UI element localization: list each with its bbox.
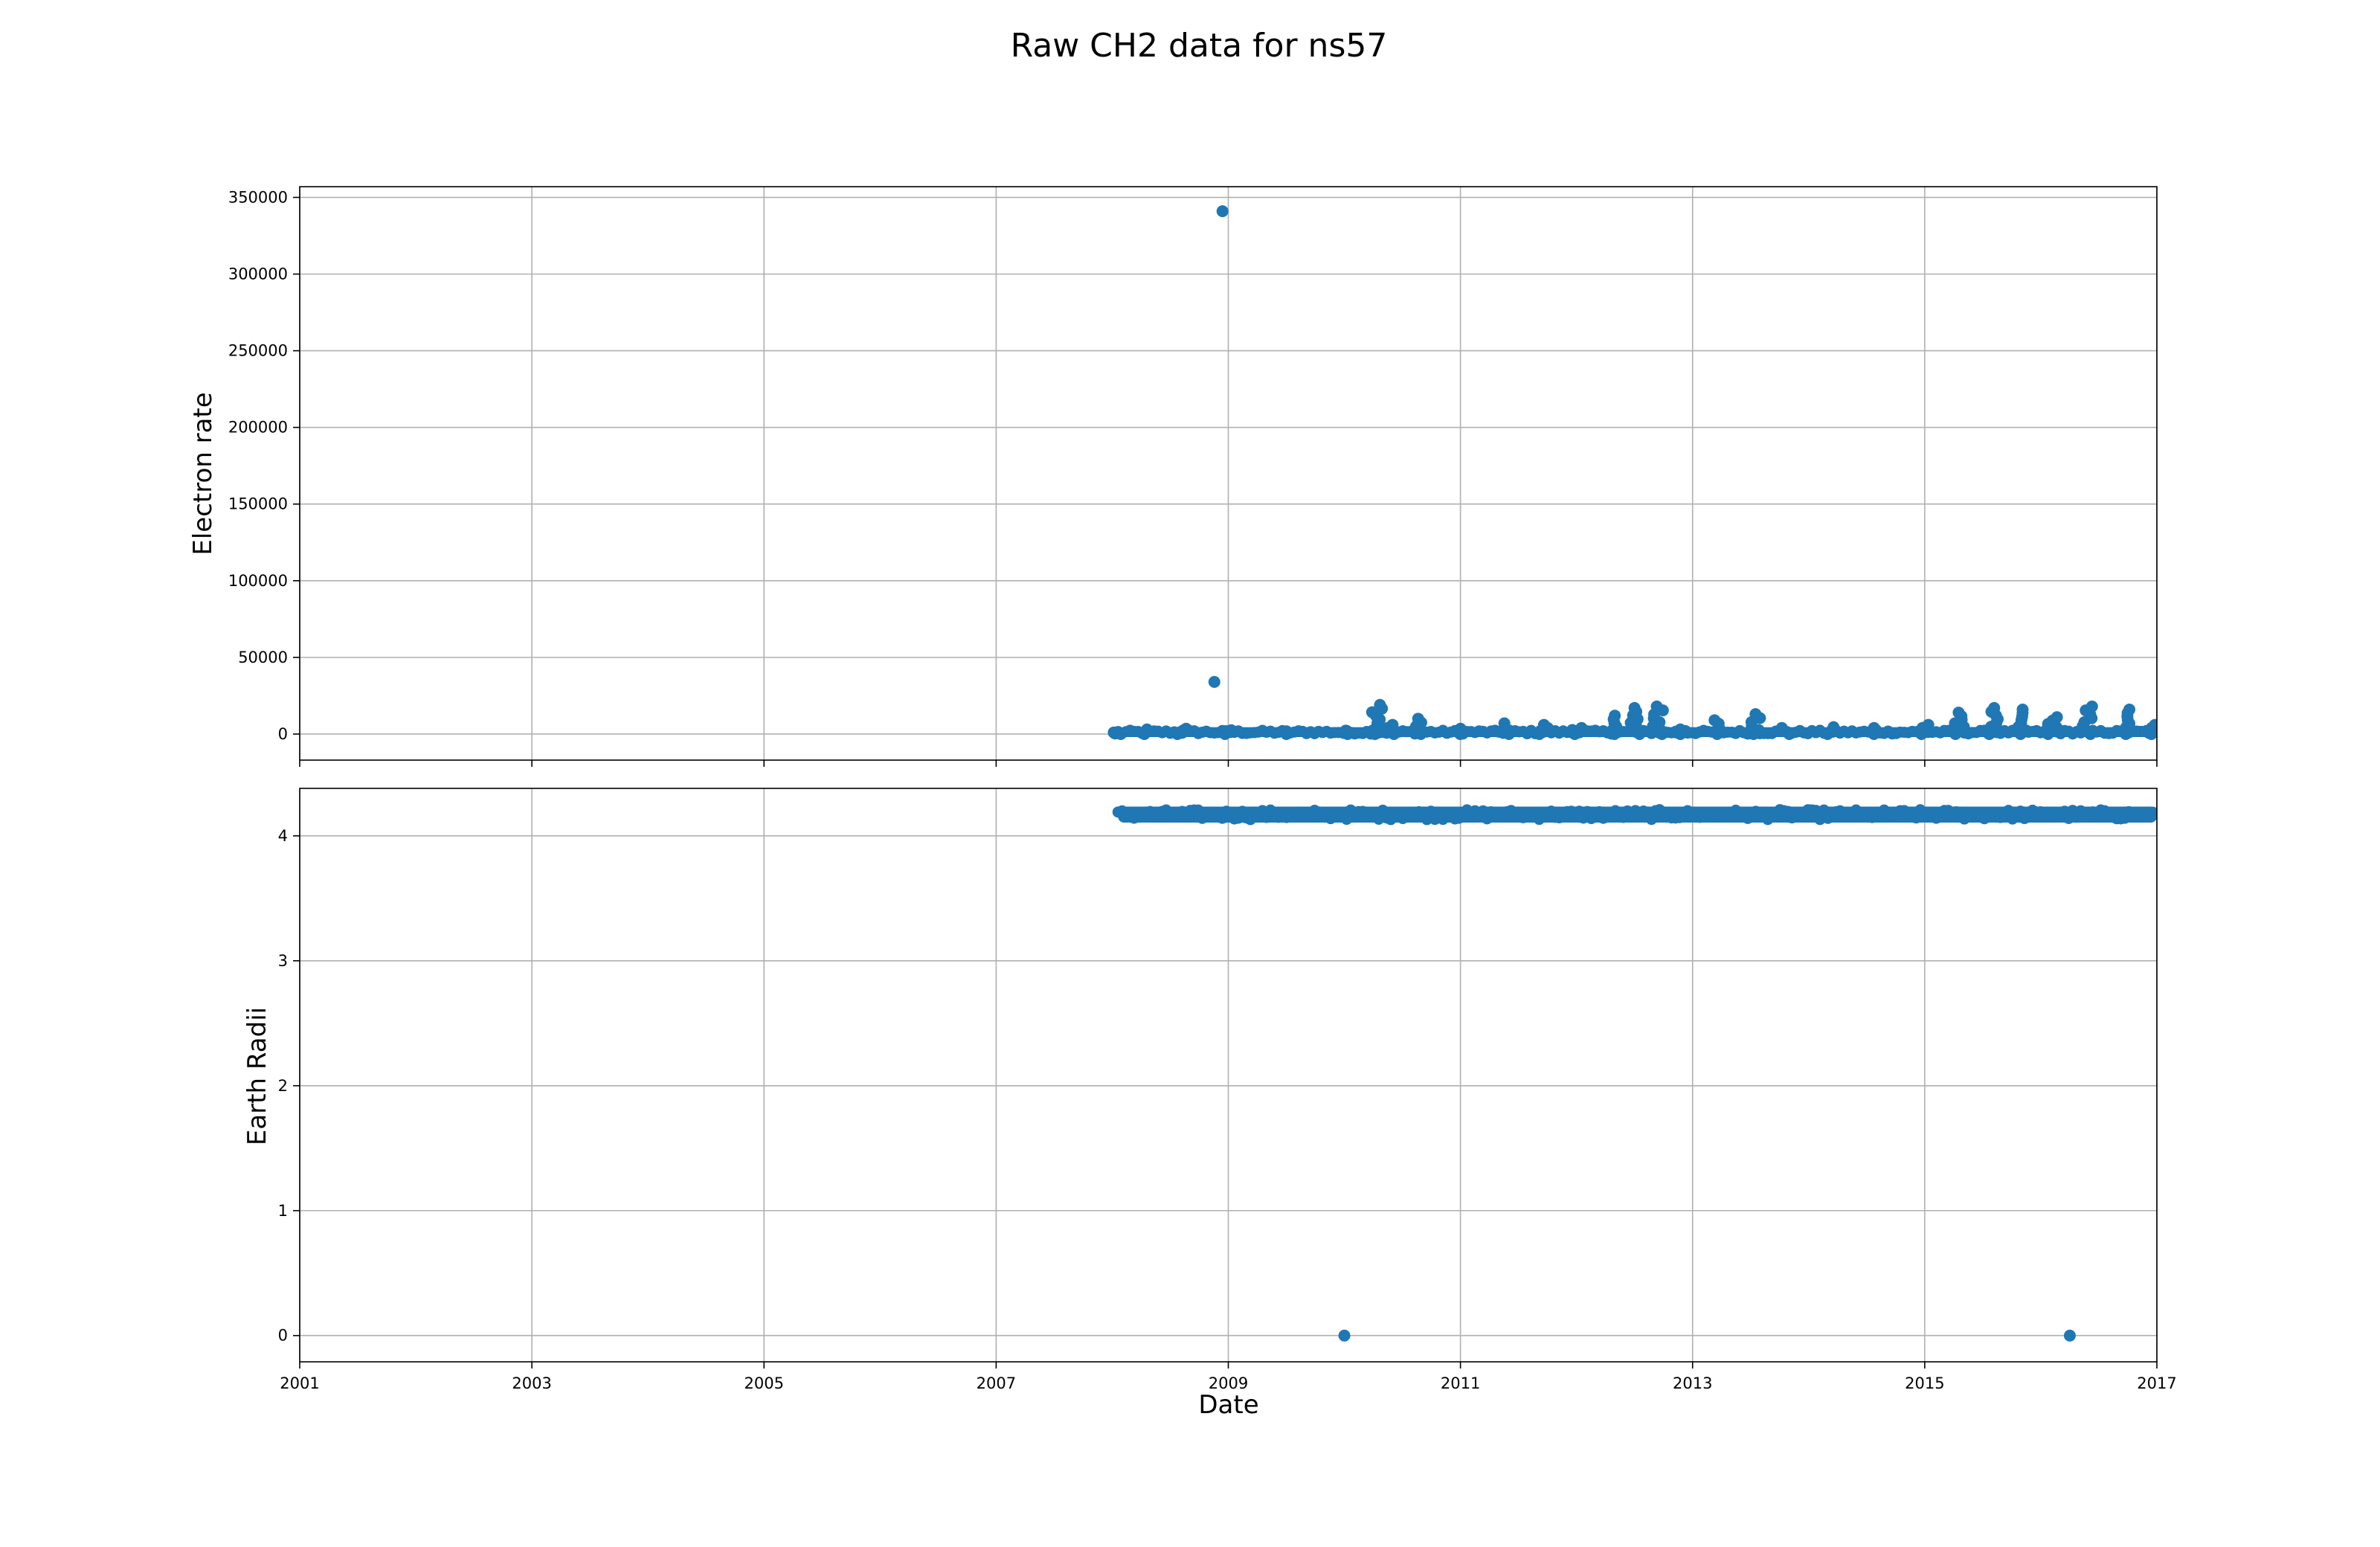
electron-rate-point bbox=[1216, 205, 1229, 217]
electron-rate-panel: Electron rate 0 50000 100000 150000 200000 25… bbox=[188, 186, 2158, 767]
earth-radii-x-tick-label: 2017 bbox=[2137, 1374, 2176, 1392]
y-axis-label-earth-radii: Earth Radii bbox=[242, 1007, 272, 1145]
electron-rate-point bbox=[1339, 724, 1352, 737]
earth-radii-x-tick-label: 2001 bbox=[280, 1374, 319, 1392]
earth-radii-band-point bbox=[1341, 814, 1353, 826]
earth-radii-x-tick-label: 2013 bbox=[1673, 1374, 1712, 1392]
earth-radii-band-point bbox=[1645, 814, 1657, 826]
y-axis-label-electron-rate: Electron rate bbox=[188, 392, 218, 555]
electron-rate-point bbox=[1650, 700, 1663, 713]
electron-rate-point bbox=[1180, 722, 1192, 735]
earth-radii-x-tick-label: 2015 bbox=[1905, 1374, 1944, 1392]
electron-rate-y-tick-label: 250000 bbox=[228, 342, 288, 360]
earth-radii-point bbox=[1338, 1329, 1351, 1342]
electron-rate-point bbox=[1868, 721, 1880, 734]
electron-rate-point bbox=[1827, 721, 1840, 733]
electron-rate-point bbox=[1498, 717, 1511, 730]
electron-rate-point bbox=[1628, 701, 1641, 714]
electron-rate-point bbox=[2085, 700, 2098, 713]
electron-rate-point bbox=[1537, 718, 1550, 731]
electron-rate-point bbox=[2016, 703, 2029, 715]
earth-radii-y-tick-label: 3 bbox=[278, 952, 288, 970]
electron-rate-point bbox=[1225, 724, 1238, 736]
earth-radii-band-point bbox=[1810, 805, 1822, 817]
electron-rate-point bbox=[1922, 718, 1934, 731]
electron-rate-point bbox=[2123, 703, 2136, 715]
electron-rate-point bbox=[1988, 701, 2001, 714]
earth-radii-x-tick-label: 2005 bbox=[744, 1374, 784, 1392]
electron-rate-point bbox=[1208, 675, 1220, 688]
earth-radii-point bbox=[2063, 1329, 2076, 1342]
electron-rate-point bbox=[1566, 724, 1579, 736]
electron-rate-point bbox=[2051, 711, 2063, 724]
electron-rate-point bbox=[1575, 721, 1588, 734]
electron-rate-point bbox=[1674, 723, 1687, 736]
earth-radii-x-tick-label: 2007 bbox=[977, 1374, 1016, 1392]
earth-radii-y-tick-label: 4 bbox=[278, 827, 288, 845]
electron-rate-point bbox=[1276, 724, 1289, 737]
electron-rate-marks bbox=[1107, 205, 2157, 740]
electron-rate-point bbox=[1386, 718, 1399, 731]
earth-radii-x-tick-label: 2009 bbox=[1209, 1374, 1248, 1392]
electron-rate-y-tick-label: 100000 bbox=[228, 572, 288, 590]
figure-title: Raw CH2 data for ns57 bbox=[1011, 27, 1388, 65]
electron-rate-point bbox=[1366, 706, 1378, 718]
electron-rate-y-tick-label: 350000 bbox=[228, 188, 288, 206]
electron-rate-point bbox=[1412, 713, 1424, 725]
earth-radii-y-tick-label: 1 bbox=[278, 1202, 288, 1220]
electron-rate-point bbox=[2149, 718, 2157, 731]
electron-rate-point bbox=[1952, 707, 1965, 719]
electron-rate-point bbox=[1609, 710, 1621, 722]
earth-radii-y-tick-label: 2 bbox=[278, 1077, 288, 1095]
earth-radii-band-point bbox=[1421, 814, 1432, 826]
earth-radii-marks bbox=[1112, 804, 2157, 1342]
electron-rate-y-tick-label: 150000 bbox=[228, 495, 288, 513]
earth-radii-x-tick-label: 2011 bbox=[1441, 1374, 1480, 1392]
electron-rate-y-tick-label: 50000 bbox=[238, 649, 288, 666]
electron-rate-point bbox=[1708, 714, 1721, 727]
x-axis-label: Date bbox=[1198, 1390, 1258, 1420]
electron-rate-point bbox=[1141, 723, 1154, 736]
earth-radii-x-tick-label: 2003 bbox=[512, 1374, 551, 1392]
electron-rate-point bbox=[1107, 726, 1120, 739]
electron-rate-point bbox=[1749, 708, 1762, 721]
electron-rate-y-tick-label: 0 bbox=[278, 725, 288, 743]
electron-rate-point bbox=[1454, 722, 1467, 735]
earth-radii-y-tick-label: 0 bbox=[278, 1327, 288, 1345]
electron-rate-point bbox=[1374, 698, 1386, 711]
electron-rate-y-tick-label: 200000 bbox=[228, 419, 288, 437]
earth-radii-band-point bbox=[2151, 808, 2157, 820]
electron-rate-y-tick-label: 300000 bbox=[228, 266, 288, 283]
earth-radii-panel: Earth Radii 2001 2003 2005 2007 2009 2011 2013… bbox=[242, 788, 2177, 1392]
electron-rate-point bbox=[1775, 721, 1788, 734]
